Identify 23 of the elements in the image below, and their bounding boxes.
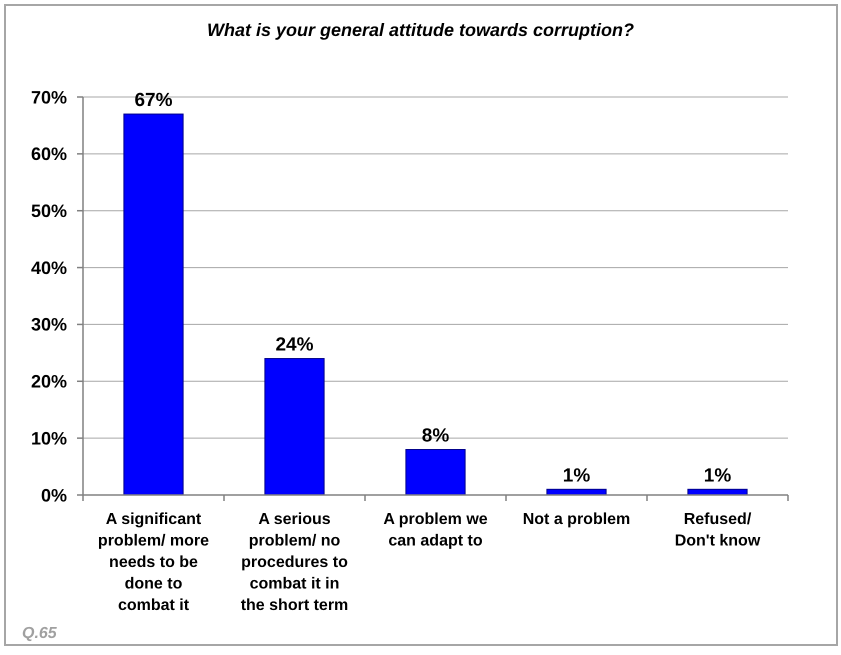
x-tick-label: A serious problem/ no procedures to combat it in the short term <box>240 511 348 614</box>
bar <box>123 114 184 496</box>
data-label: 1% <box>704 465 732 486</box>
y-tick-label: 60% <box>30 144 67 164</box>
data-label: 8% <box>422 426 450 447</box>
y-tick-label: 40% <box>30 258 67 278</box>
text: Q.65 <box>22 625 58 642</box>
x-tick-label: A problem we can adapt to <box>383 511 488 550</box>
data-label: 67% <box>134 90 173 112</box>
data-label: 1% <box>562 465 590 486</box>
y-tick-label: 0% <box>40 485 67 506</box>
x-tick-label: Refused/ Don't know <box>674 511 761 550</box>
y-tick-label: 70% <box>30 87 67 108</box>
bar <box>405 449 466 496</box>
chart-title: What is your general attitude towards corruption? <box>206 20 634 40</box>
data-label: 24% <box>275 334 314 356</box>
y-tick-label: 50% <box>30 201 67 222</box>
x-tick-label: A significant problem/ more needs to be done to combat it <box>98 511 210 614</box>
y-tick-label: 10% <box>30 428 67 448</box>
bar <box>264 358 325 496</box>
y-tick-label: 20% <box>30 372 67 392</box>
y-tick-label: 30% <box>30 314 67 335</box>
x-tick-label: Not a problem <box>522 511 630 528</box>
